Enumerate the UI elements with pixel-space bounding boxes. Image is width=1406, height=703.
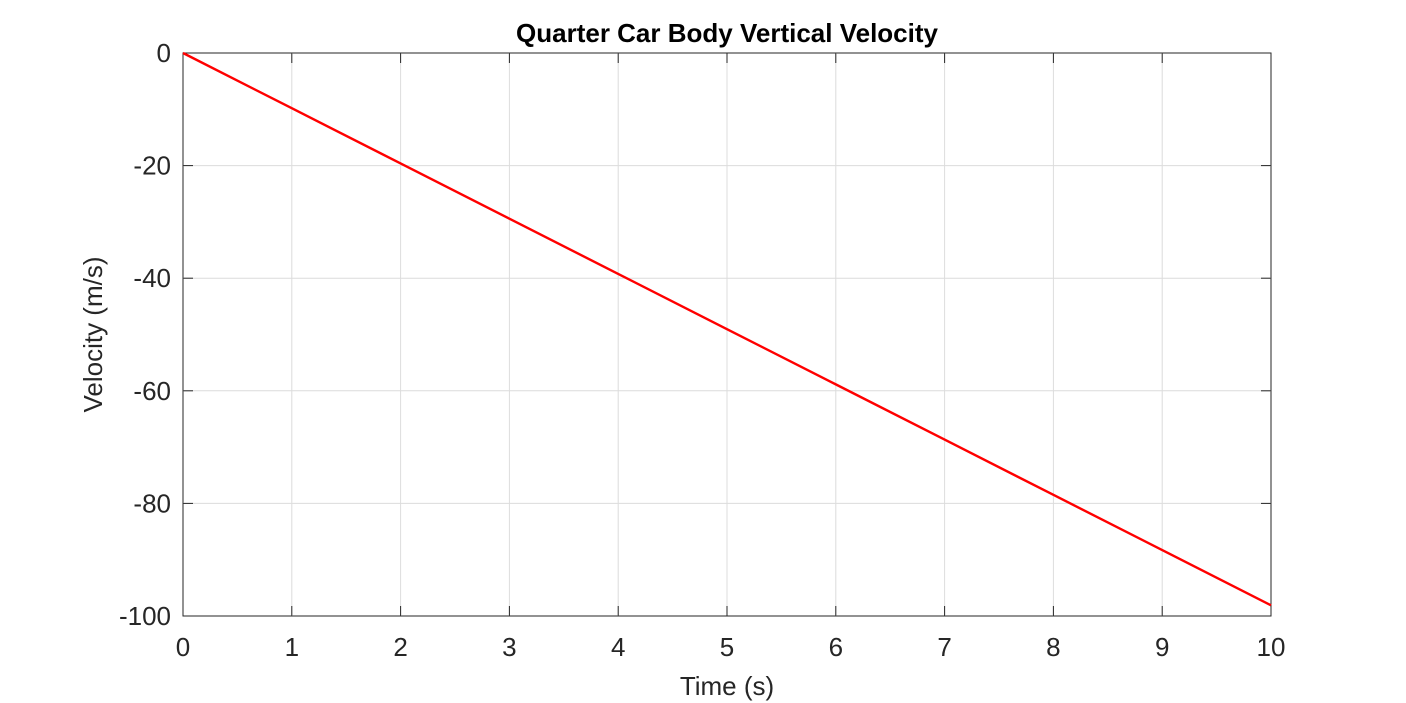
y-tick-label: -20 <box>133 151 171 181</box>
y-tick-label: -60 <box>133 376 171 406</box>
x-tick-label: 9 <box>1155 632 1169 662</box>
x-tick-label: 10 <box>1257 632 1286 662</box>
x-tick-label: 5 <box>720 632 734 662</box>
y-tick-label: -40 <box>133 263 171 293</box>
y-tick-label: -80 <box>133 488 171 518</box>
y-axis-label: Velocity (m/s) <box>78 256 108 412</box>
x-tick-label: 1 <box>285 632 299 662</box>
x-tick-label: 6 <box>829 632 843 662</box>
grid-layer <box>183 53 1271 616</box>
x-tick-label: 4 <box>611 632 625 662</box>
series-line <box>182 51 1272 607</box>
x-tick-label: 2 <box>393 632 407 662</box>
x-tick-label: 8 <box>1046 632 1060 662</box>
tick-layer: 0 1 2 3 4 5 6 7 8 9 10 0 -20 -40 -60 -80 -100 <box>119 38 1286 662</box>
x-axis-label: Time (s) <box>680 671 774 701</box>
y-tick-label: 0 <box>157 38 171 68</box>
x-tick-label: 7 <box>937 632 951 662</box>
y-tick-label: -100 <box>119 601 171 631</box>
x-tick-label: 3 <box>502 632 516 662</box>
x-tick-label: 0 <box>176 632 190 662</box>
chart-title: Quarter Car Body Vertical Velocity <box>516 18 938 48</box>
series-layer <box>182 51 1272 607</box>
